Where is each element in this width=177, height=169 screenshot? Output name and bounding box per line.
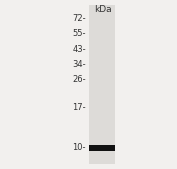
- Text: 10-: 10-: [72, 143, 86, 152]
- Text: 72-: 72-: [72, 14, 86, 23]
- Text: 26-: 26-: [72, 75, 86, 84]
- Text: 34-: 34-: [72, 60, 86, 69]
- Text: 55-: 55-: [72, 29, 86, 38]
- Text: 17-: 17-: [72, 103, 86, 112]
- Text: 43-: 43-: [72, 44, 86, 54]
- Bar: [88, 5, 115, 164]
- Text: kDa: kDa: [94, 5, 112, 14]
- Bar: [88, 145, 115, 151]
